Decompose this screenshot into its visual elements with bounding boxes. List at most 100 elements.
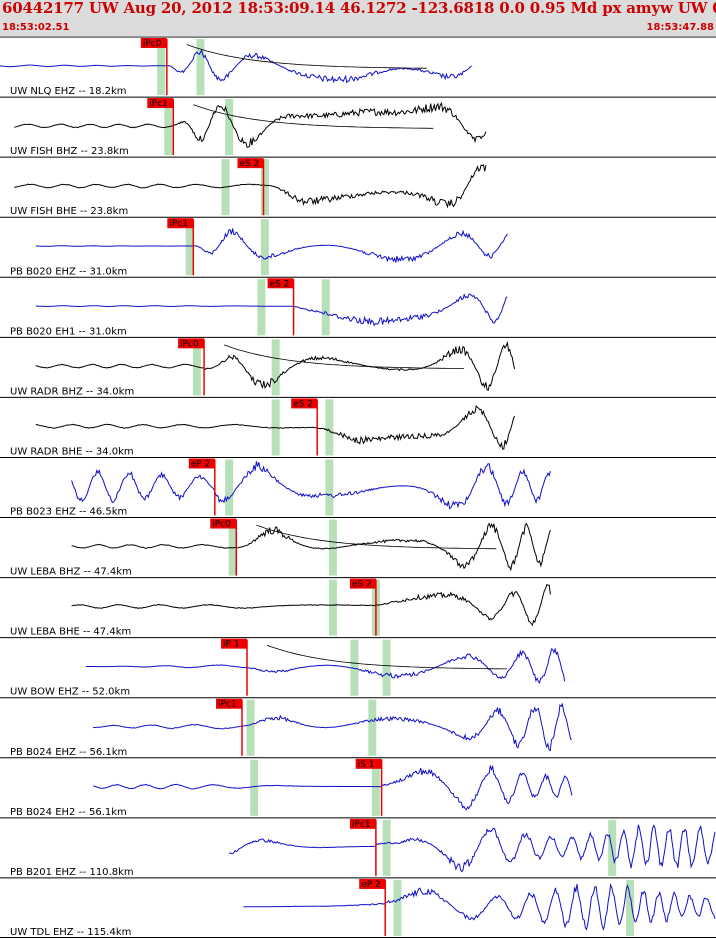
pick-label-box bbox=[267, 278, 294, 289]
pick-label: iPc0 bbox=[212, 520, 231, 530]
channel-row: eP 2 UW TDL EHZ -- 115.4km bbox=[0, 877, 716, 938]
pick-label: eS 2 bbox=[293, 399, 313, 409]
channel-label: PB B201 EHZ -- 110.8km bbox=[10, 867, 134, 878]
pick-label: iPc0 bbox=[143, 39, 162, 49]
event-title: 60442177 UW Aug 20, 2012 18:53:09.14 46.… bbox=[2, 0, 716, 17]
channel-row: iPc1 PB B020 EHZ -- 31.0km bbox=[0, 216, 716, 277]
window-marker bbox=[185, 219, 194, 276]
window-marker bbox=[393, 879, 402, 936]
waveform-trace bbox=[228, 824, 716, 873]
waveform-trace bbox=[35, 228, 508, 263]
window-marker bbox=[325, 459, 334, 516]
channel-row: eP 2 PB B023 EHZ -- 46.5km bbox=[0, 456, 716, 518]
pick-label-box bbox=[167, 218, 194, 229]
pick-label: iP 1 bbox=[223, 640, 240, 650]
channel-row: iPc0 UW NLQ EHZ -- 18.2km bbox=[0, 37, 716, 97]
coda-curve bbox=[186, 44, 427, 69]
waveform-trace bbox=[35, 404, 516, 450]
pick-label: iPc1 bbox=[352, 820, 371, 830]
window-marker bbox=[257, 279, 266, 336]
channel-label: UW LEBA BHZ -- 47.4km bbox=[10, 567, 132, 578]
pick-label-box bbox=[140, 38, 167, 48]
window-marker bbox=[157, 39, 166, 96]
window-marker bbox=[260, 159, 269, 216]
channel-label: UW FISH BHZ -- 23.8km bbox=[10, 146, 129, 157]
pick-label: eP 2 bbox=[191, 459, 211, 469]
window-marker bbox=[250, 759, 259, 816]
waveform-trace bbox=[71, 583, 551, 627]
channel-label: UW NLQ EHZ -- 18.2km bbox=[10, 86, 127, 97]
channel-row: iP 1 UW BOW EHZ -- 52.0km bbox=[0, 637, 716, 698]
pick-label-box bbox=[291, 398, 318, 409]
window-marker bbox=[271, 339, 280, 396]
coda-curve bbox=[256, 524, 497, 550]
waveform-trace bbox=[71, 522, 551, 572]
pick-label: iPc1 bbox=[169, 219, 188, 229]
pick-label-box bbox=[349, 818, 376, 829]
window-marker bbox=[321, 279, 330, 336]
channel-row: iPc1 UW FISH BHZ -- 23.8km bbox=[0, 96, 716, 157]
window-marker bbox=[328, 579, 337, 636]
waveform-trace bbox=[243, 883, 716, 931]
waveform-trace bbox=[14, 164, 487, 209]
pick-label-box bbox=[359, 878, 386, 889]
waveform-trace bbox=[35, 293, 508, 327]
channel-row: eS 2 UW FISH BHE -- 23.8km bbox=[0, 156, 716, 217]
pick-label: iS 1 bbox=[358, 760, 375, 770]
pick-label-box bbox=[349, 578, 376, 589]
end-time-label: 18:53:47.88 bbox=[646, 22, 714, 33]
channel-row: iPc1 PB B201 EHZ -- 110.8km bbox=[0, 817, 716, 878]
pick-label-box bbox=[147, 98, 174, 109]
channel-label: PB B024 EHZ -- 56.1km bbox=[10, 747, 127, 758]
pick-label: iPc1 bbox=[218, 700, 237, 710]
window-marker bbox=[368, 699, 377, 756]
waveform-trace bbox=[93, 702, 572, 752]
coda-curve bbox=[223, 344, 465, 369]
pick-label-box bbox=[210, 518, 237, 529]
channel-label: UW BOW EHZ -- 52.0km bbox=[10, 687, 130, 698]
waveform-trace bbox=[92, 764, 573, 811]
header-bar: 60442177 UW Aug 20, 2012 18:53:09.14 46.… bbox=[0, 0, 716, 37]
pick-label-box bbox=[221, 638, 248, 649]
window-marker bbox=[225, 459, 234, 516]
channel-label: UW RADR BHE -- 34.0km bbox=[10, 446, 134, 457]
channel-label: UW RADR BHZ -- 34.0km bbox=[10, 386, 134, 397]
window-marker bbox=[325, 399, 334, 456]
pick-label: iPc0 bbox=[180, 339, 199, 349]
channel-row: iS 1 PB B024 EH2 -- 56.1km bbox=[0, 757, 716, 818]
window-marker bbox=[225, 99, 234, 156]
channel-label: PB B020 EH1 -- 31.0km bbox=[10, 326, 127, 337]
window-marker bbox=[626, 879, 635, 936]
pick-label: eP 2 bbox=[361, 880, 381, 890]
pick-label-box bbox=[237, 158, 264, 169]
waveform-trace bbox=[35, 340, 516, 391]
channel-row: iPc0 UW RADR BHZ -- 34.0km bbox=[0, 336, 716, 397]
channel-label: PB B023 EHZ -- 46.5km bbox=[10, 507, 127, 518]
window-marker bbox=[382, 639, 391, 696]
pick-label-box bbox=[178, 338, 205, 349]
channel-row: iPc1 PB B024 EHZ -- 56.1km bbox=[0, 697, 716, 758]
coda-curve bbox=[266, 644, 507, 670]
channel-label: UW LEBA BHE -- 47.4km bbox=[10, 627, 131, 638]
channel-row: eS 2 UW LEBA BHE -- 47.4km bbox=[0, 577, 716, 638]
pick-label: eS 2 bbox=[239, 159, 259, 169]
coda-curve bbox=[193, 104, 434, 129]
waveform-trace bbox=[85, 647, 566, 685]
window-marker bbox=[246, 699, 255, 756]
channel-label: PB B020 EHZ -- 31.0km bbox=[10, 266, 127, 277]
pick-label-box bbox=[216, 698, 243, 709]
window-marker bbox=[350, 639, 359, 696]
waveform-trace bbox=[0, 48, 472, 84]
window-marker bbox=[196, 39, 205, 96]
pick-label-box bbox=[355, 758, 382, 769]
channel-label: UW FISH BHE -- 23.8km bbox=[10, 206, 128, 217]
channel-row: iPc0 UW LEBA BHZ -- 47.4km bbox=[0, 517, 716, 578]
start-time-label: 18:53:02.51 bbox=[2, 22, 70, 33]
waveform-trace bbox=[14, 101, 487, 148]
window-marker bbox=[192, 339, 201, 396]
window-marker bbox=[382, 819, 391, 876]
channel-label: PB B024 EH2 -- 56.1km bbox=[10, 807, 127, 818]
pick-label: iPc1 bbox=[149, 99, 168, 109]
pick-label-box bbox=[188, 458, 215, 469]
channel-row: eS 2 UW RADR BHE -- 34.0km bbox=[0, 396, 716, 457]
